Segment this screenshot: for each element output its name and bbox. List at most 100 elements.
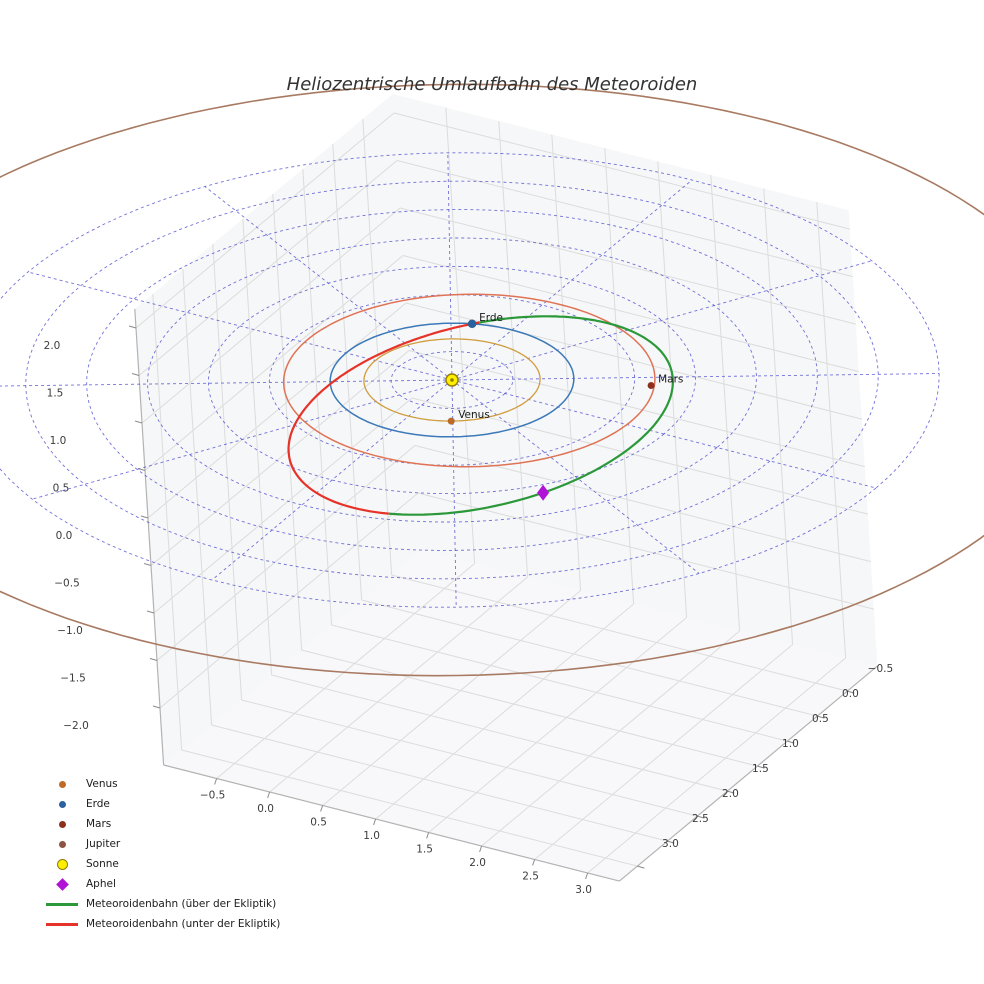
planet-label-venus: Venus (458, 409, 490, 421)
orbit-jupiter (0, 83, 984, 677)
z-tick-label: 1.5 (47, 388, 64, 400)
grid-line-y-floor (271, 674, 728, 792)
legend-dot-marker-icon (42, 800, 82, 808)
y-tick-label: −0.5 (868, 663, 894, 675)
grid-line-x-floor (375, 603, 634, 820)
grid-line-z-right (402, 255, 859, 373)
x-tick-label: 0.5 (310, 817, 327, 829)
legend-dot-marker-icon (42, 780, 82, 788)
grid-line-z-left (159, 492, 419, 709)
x-tick-label: 3.0 (575, 884, 592, 896)
y-tick (727, 790, 735, 794)
y-tick (817, 715, 825, 719)
chart-title: Heliozentrische Umlaufbahn des Meteoroid… (286, 74, 698, 95)
grid-line-x-wall (498, 120, 529, 578)
grid-line-z-right (417, 492, 874, 610)
planet-label-mars: Mars (658, 374, 683, 386)
legend-item-sonne: Sonne (42, 855, 280, 873)
meteoroid-orbit-below (287, 337, 419, 515)
legend-item-meteoroidenbahn: Meteoroidenbahn (unter der Ekliptik) (42, 915, 280, 933)
x-tick (267, 791, 271, 799)
legend-diamond-marker-icon (42, 877, 82, 891)
legend-label: Erde (86, 798, 110, 810)
grid-line-x-floor (481, 630, 740, 847)
polar-grid-spoke (204, 186, 453, 381)
polar-grid-spoke (451, 379, 877, 489)
grid-line-x-wall (604, 147, 635, 605)
legend-line-marker-icon (42, 902, 82, 906)
y-tick (637, 865, 645, 869)
legend-label: Venus (86, 778, 118, 790)
y-tick-label: 1.0 (782, 738, 799, 750)
x-tick-label: −0.5 (200, 790, 226, 802)
grid-line-z-left (141, 207, 401, 424)
legend-item-aphel: Aphel (42, 875, 280, 893)
z-tick-label: −0.5 (54, 578, 80, 590)
grid-line-y-floor (391, 574, 848, 692)
x-tick (532, 859, 536, 866)
y-tick-label: 3.0 (662, 838, 679, 850)
grid-line-x-floor (428, 617, 687, 833)
grid-line-y-wall (302, 168, 333, 626)
z-tick (131, 373, 140, 376)
legend-label: Meteoroidenbahn (über der Ekliptik) (86, 898, 277, 910)
polar-grid-spoke (447, 152, 453, 381)
legend-glyph (58, 840, 66, 848)
grid-line-y-floor (241, 699, 698, 817)
y-tick (697, 815, 705, 819)
legend-item-venus: Venus (42, 775, 280, 793)
polar-grid-ring (25, 180, 879, 580)
orbit-erde (329, 322, 575, 438)
legend-dot-marker-icon (42, 820, 82, 828)
y-tick-label: 0.0 (842, 688, 859, 700)
polar-grid-spoke (451, 179, 693, 381)
grid-line-x-floor (322, 590, 581, 806)
legend-glyph (58, 820, 66, 828)
legend-item-meteoroidenbahn: Meteoroidenbahn (über der Ekliptik) (42, 895, 280, 913)
sun-marker-core (450, 378, 454, 382)
legend-label: Jupiter (86, 838, 121, 850)
x-tick (373, 818, 377, 826)
planet-marker-mars (647, 381, 655, 390)
z-tick-label: 2.0 (44, 340, 61, 352)
x-tick-label: 2.0 (469, 857, 486, 869)
z-tick-label: −1.5 (60, 673, 86, 685)
y-tick-label: 2.0 (722, 788, 739, 800)
grid-line-x-floor (587, 657, 846, 874)
grid-line-x-wall (710, 174, 741, 632)
grid-line-y-wall (362, 118, 393, 576)
z-tick (134, 420, 143, 424)
z-tick (146, 610, 155, 614)
grid-line-z-right (408, 350, 865, 468)
x-tick (585, 872, 589, 880)
legend-item-jupiter: Jupiter (42, 835, 280, 853)
legend-glyph (46, 902, 78, 906)
z-tick (140, 515, 149, 519)
polar-grid-spoke (451, 379, 457, 608)
grid-line-x-wall (551, 134, 582, 591)
grid-line-z-left (135, 112, 395, 329)
grid-line-y-floor (181, 749, 638, 867)
y-tick-label: 1.5 (752, 763, 769, 775)
legend: Venus Erde Mars Jupiter Sonne Aphel Meteoroide… (42, 775, 280, 933)
legend-label: Sonne (86, 858, 119, 870)
y-tick-label: 2.5 (692, 813, 709, 825)
z-tick-label: 0.0 (56, 530, 73, 542)
z-tick (128, 325, 137, 329)
planet-marker-erde (467, 319, 477, 329)
legend-glyph (46, 922, 78, 926)
z-tick-label: −2.0 (63, 720, 89, 732)
grid-line-z-left (153, 397, 413, 614)
pane-floor (163, 550, 878, 882)
y-tick (787, 740, 795, 744)
legend-glyph (56, 858, 68, 870)
z-tick (143, 563, 152, 566)
grid-line-x-floor (216, 563, 475, 779)
grid-line-x-floor (269, 576, 528, 793)
z-tick-label: 0.5 (53, 483, 70, 495)
legend-line-marker-icon (42, 922, 82, 926)
z-tick-label: 1.0 (50, 435, 67, 447)
legend-label: Aphel (86, 878, 116, 890)
z-tick-label: −1.0 (57, 625, 83, 637)
